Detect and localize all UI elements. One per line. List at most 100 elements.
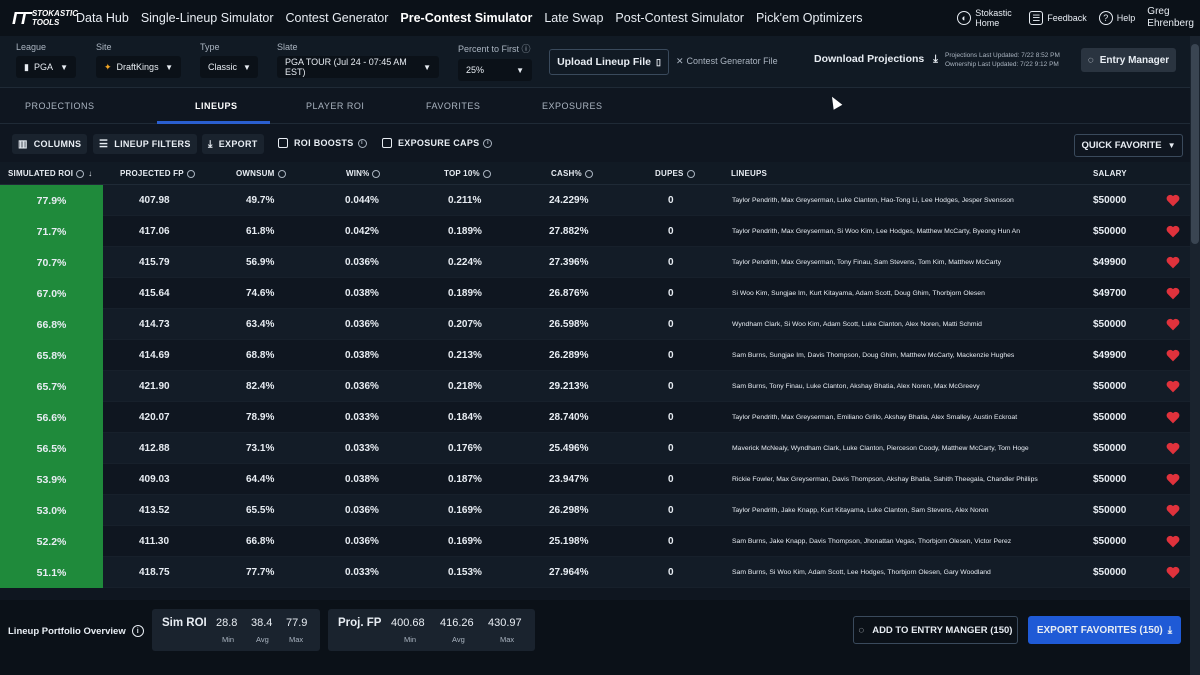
header-ownsum[interactable]: OWNSUM bbox=[236, 169, 286, 178]
cell-projected-fp: 420.07 bbox=[139, 412, 170, 423]
feedback-link[interactable]: ☰ Feedback bbox=[1029, 11, 1087, 25]
header-cash[interactable]: CASH% bbox=[551, 169, 593, 178]
checkbox-icon[interactable] bbox=[278, 138, 288, 148]
close-icon[interactable]: ✕ bbox=[676, 56, 684, 66]
download-projections-button[interactable]: Download Projections ⤓ bbox=[814, 53, 938, 66]
cell-win: 0.036% bbox=[345, 319, 379, 330]
active-tab-indicator bbox=[157, 121, 270, 124]
feedback-icon: ☰ bbox=[1029, 11, 1044, 25]
slate-select[interactable]: PGA TOUR (Jul 24 - 07:45 AM EST) ▼ bbox=[277, 56, 439, 78]
stokastic-logo[interactable]: ΓΓ STOKASTIC TOOLS bbox=[12, 6, 78, 30]
cell-projected-fp: 421.90 bbox=[139, 381, 170, 392]
table-row[interactable]: 65.8% 414.69 68.8% 0.038% 0.213% 26.289% 0 Sam … bbox=[0, 340, 1190, 371]
favorite-heart-icon[interactable] bbox=[1166, 535, 1180, 548]
export-favorites-button[interactable]: EXPORT FAVORITES (150) ⤓ bbox=[1028, 616, 1181, 644]
table-row[interactable]: 65.7% 421.90 82.4% 0.036% 0.218% 29.213% 0 Sam … bbox=[0, 371, 1190, 402]
columns-button[interactable]: ▥ COLUMNS bbox=[12, 134, 88, 154]
roi-boosts-toggle[interactable]: ROI BOOSTS i bbox=[278, 138, 367, 148]
sort-desc-icon: ↓ bbox=[88, 169, 93, 178]
info-icon bbox=[372, 169, 381, 178]
header-salary[interactable]: SALARY bbox=[1093, 169, 1127, 178]
scrollbar-track[interactable] bbox=[1190, 36, 1200, 675]
nav-link-late-swap[interactable]: Late Swap bbox=[544, 11, 604, 25]
favorite-heart-icon[interactable] bbox=[1166, 473, 1180, 486]
contest-generator-file[interactable]: ✕ Contest Generator File bbox=[676, 56, 778, 67]
favorite-heart-icon[interactable] bbox=[1166, 504, 1180, 517]
stokastic-home-link[interactable]: ◐ Stokastic Home bbox=[957, 8, 1017, 28]
favorite-heart-icon[interactable] bbox=[1166, 442, 1180, 455]
export-favorites-label: EXPORT FAVORITES (150) bbox=[1036, 624, 1163, 636]
info-icon bbox=[76, 169, 85, 178]
favorite-heart-icon[interactable] bbox=[1166, 349, 1180, 362]
table-row[interactable]: 51.1% 418.75 77.7% 0.033% 0.153% 27.964% 0 Sam … bbox=[0, 557, 1190, 588]
cell-cash: 25.198% bbox=[549, 536, 589, 547]
table-row[interactable]: 56.6% 420.07 78.9% 0.033% 0.184% 28.740% 0 Tayl… bbox=[0, 402, 1190, 433]
table-row[interactable]: 53.9% 409.03 64.4% 0.038% 0.187% 23.947% 0 Rick… bbox=[0, 464, 1190, 495]
table-row[interactable]: 70.7% 415.79 56.9% 0.036% 0.224% 27.396% 0 Tayl… bbox=[0, 247, 1190, 278]
nav-link-single-lineup-simulator[interactable]: Single-Lineup Simulator bbox=[140, 11, 274, 25]
cell-cash: 28.740% bbox=[549, 412, 589, 423]
table-row[interactable]: 66.8% 414.73 63.4% 0.036% 0.207% 26.598% 0 Wynd… bbox=[0, 309, 1190, 340]
table-row[interactable]: 77.9% 407.98 49.7% 0.044% 0.211% 24.229% 0 Tayl… bbox=[0, 185, 1190, 216]
table-row[interactable]: 52.2% 411.30 66.8% 0.036% 0.169% 25.198% 0 Sam … bbox=[0, 526, 1190, 557]
cell-projected-fp: 417.06 bbox=[139, 226, 170, 237]
favorite-heart-icon[interactable] bbox=[1166, 287, 1180, 300]
cell-ownsum: 49.7% bbox=[246, 195, 275, 206]
header-win[interactable]: WIN% bbox=[346, 169, 381, 178]
tab-player-roi[interactable]: PLAYER ROI bbox=[306, 101, 365, 111]
header-top10[interactable]: TOP 10% bbox=[444, 169, 491, 178]
favorite-heart-icon[interactable] bbox=[1166, 194, 1180, 207]
favorite-heart-icon[interactable] bbox=[1166, 566, 1180, 579]
nav-link-pre-contest-simulator[interactable]: Pre-Contest Simulator bbox=[400, 11, 533, 25]
help-link[interactable]: ? Help bbox=[1098, 11, 1135, 25]
add-entry-label: ADD TO ENTRY MANGER (150) bbox=[872, 624, 1013, 636]
header-lineups[interactable]: LINEUPS bbox=[731, 169, 767, 178]
checkbox-icon[interactable] bbox=[382, 138, 392, 148]
nav-link-pick-em-optimizers[interactable]: Pick'em Optimizers bbox=[755, 11, 863, 25]
tab-favorites[interactable]: FAVORITES bbox=[426, 101, 481, 111]
percent-first-select[interactable]: 25% ▼ bbox=[458, 59, 532, 81]
cell-ownsum: 74.6% bbox=[246, 288, 275, 299]
site-select[interactable]: ✦ DraftKings ▼ bbox=[96, 56, 181, 78]
tab-lineups[interactable]: LINEUPS bbox=[195, 101, 238, 111]
nav-link-post-contest-simulator[interactable]: Post-Contest Simulator bbox=[615, 11, 744, 25]
tab-exposures[interactable]: EXPOSURES bbox=[542, 101, 603, 111]
league-select[interactable]: ▮ PGA ▼ bbox=[16, 56, 76, 78]
nav-link-data-hub[interactable]: Data Hub bbox=[76, 11, 129, 25]
favorite-heart-icon[interactable] bbox=[1166, 225, 1180, 238]
scrollbar-thumb[interactable] bbox=[1191, 44, 1199, 244]
proj-fp-label: Proj. FP bbox=[338, 617, 382, 629]
avg-label: Avg bbox=[452, 635, 465, 644]
quick-favorite-dropdown[interactable]: QUICK FAVORITE ▼ bbox=[1074, 134, 1183, 157]
table-row[interactable]: 56.5% 412.88 73.1% 0.033% 0.176% 25.496% 0 Mave… bbox=[0, 433, 1190, 464]
favorite-heart-icon[interactable] bbox=[1166, 380, 1180, 393]
table-row[interactable]: 53.0% 413.52 65.5% 0.036% 0.169% 26.298% 0 Tayl… bbox=[0, 495, 1190, 526]
favorite-heart-icon[interactable] bbox=[1166, 411, 1180, 424]
header-dupes[interactable]: DUPES bbox=[655, 169, 695, 178]
favorite-heart-icon[interactable] bbox=[1166, 256, 1180, 269]
upload-lineup-button[interactable]: Upload Lineup File ▯ bbox=[549, 49, 669, 75]
cell-top10: 0.184% bbox=[448, 412, 482, 423]
sim-roi-min: 28.8 bbox=[216, 617, 238, 629]
table-row[interactable]: 71.7% 417.06 61.8% 0.042% 0.189% 27.882% 0 Tayl… bbox=[0, 216, 1190, 247]
exposure-caps-toggle[interactable]: EXPOSURE CAPS i bbox=[382, 138, 493, 148]
header-simulated-roi[interactable]: SIMULATED ROI ↓ bbox=[8, 169, 92, 178]
user-menu[interactable]: Greg Ehrenberg bbox=[1147, 6, 1194, 30]
cell-dupes: 0 bbox=[668, 288, 674, 299]
export-button[interactable]: ⤓ EXPORT bbox=[202, 134, 264, 154]
cell-top10: 0.218% bbox=[448, 381, 482, 392]
info-icon[interactable]: i bbox=[131, 625, 144, 637]
header-projected-fp[interactable]: PROJECTED FP bbox=[120, 169, 195, 178]
nav-link-contest-generator[interactable]: Contest Generator bbox=[285, 11, 389, 25]
favorite-heart-icon[interactable] bbox=[1166, 318, 1180, 331]
cell-salary: $50000 bbox=[1093, 567, 1127, 578]
header-dupes-label: DUPES bbox=[655, 169, 684, 178]
add-to-entry-manager-button[interactable]: ◌ ADD TO ENTRY MANGER (150) bbox=[853, 616, 1018, 644]
entry-manager-button[interactable]: ◌ Entry Manager bbox=[1081, 48, 1176, 72]
cg-file-label: Contest Generator File bbox=[686, 56, 778, 66]
lineup-filters-button[interactable]: ☰ LINEUP FILTERS bbox=[93, 134, 197, 154]
proj-fp-min: 400.68 bbox=[391, 617, 425, 629]
tab-projections[interactable]: PROJECTIONS bbox=[25, 101, 95, 111]
table-row[interactable]: 67.0% 415.64 74.6% 0.038% 0.189% 26.876% 0 Si W… bbox=[0, 278, 1190, 309]
type-select[interactable]: Classic ▼ bbox=[200, 56, 258, 78]
